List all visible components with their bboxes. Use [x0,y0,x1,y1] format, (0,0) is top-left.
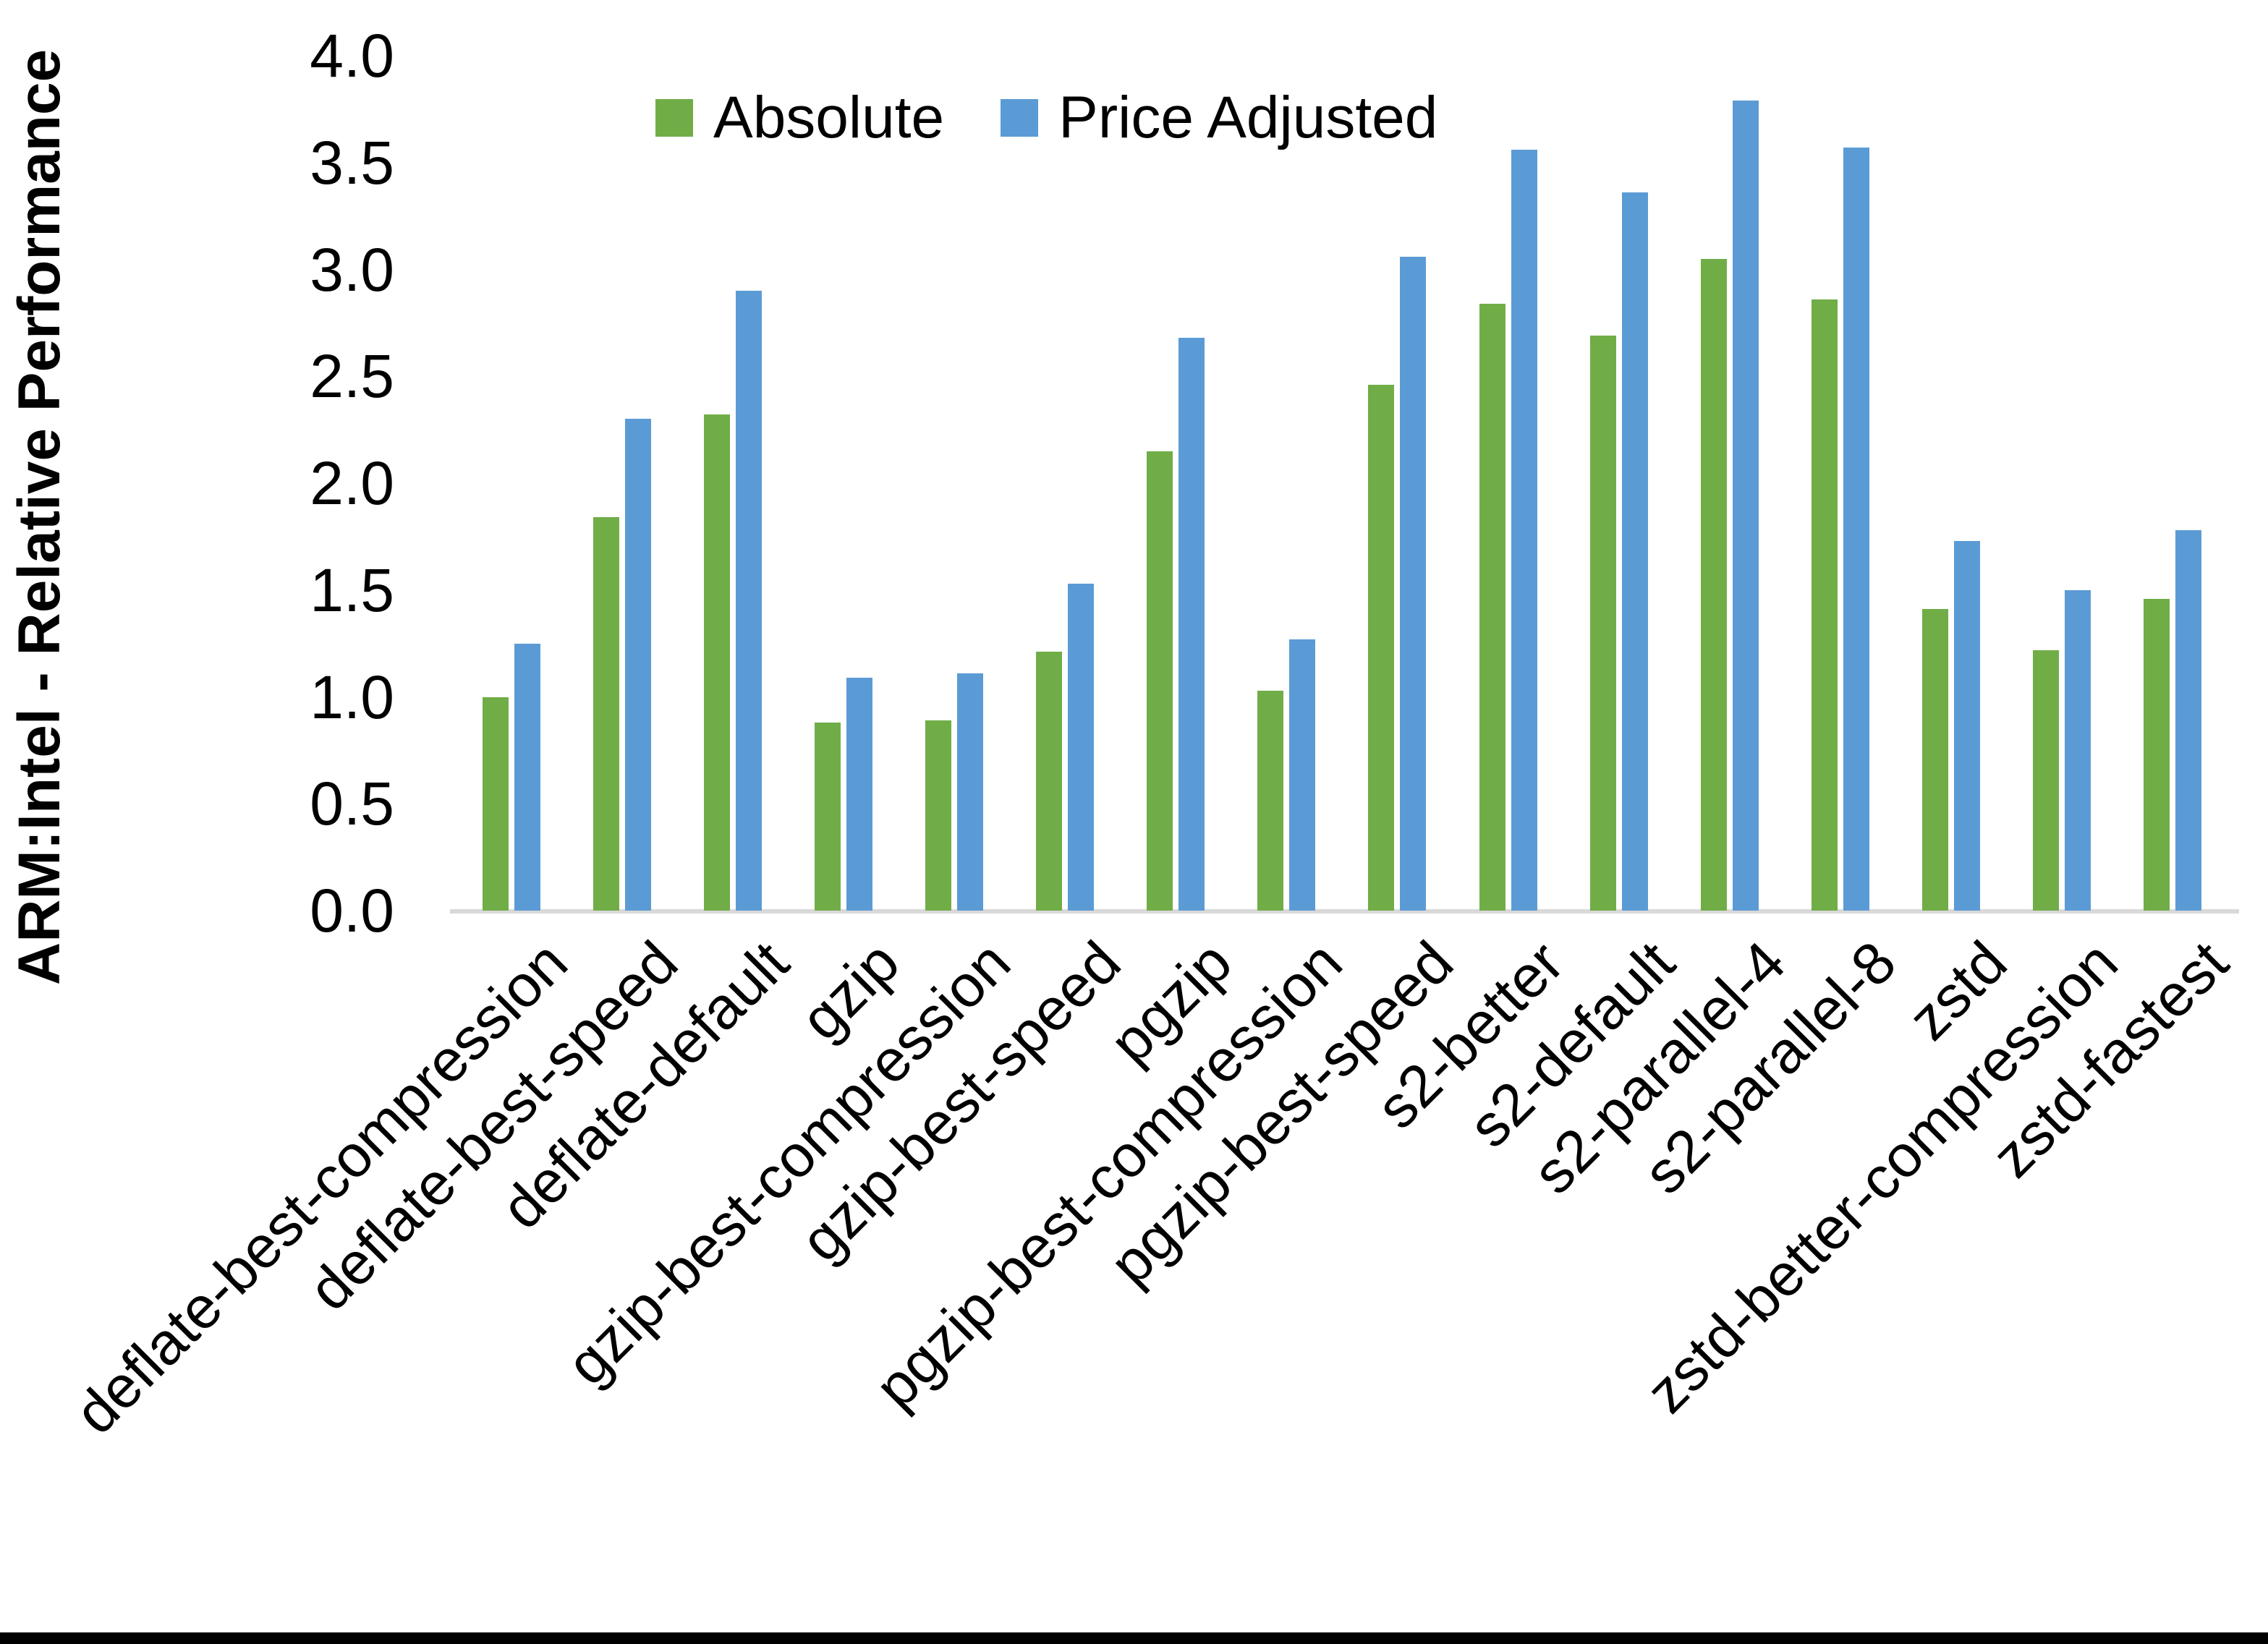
bar-price-adjusted [2175,530,2201,911]
bar-absolute [593,517,620,911]
bar-price-adjusted [625,419,652,911]
bar-group [1895,540,2007,911]
bar-group [1785,148,1896,911]
bar-absolute [1368,385,1395,911]
bar-price-adjusted [736,291,763,911]
bar-group [899,673,1010,911]
bar-group [1231,639,1342,911]
bar-absolute [1921,609,1948,911]
y-tick-label: 0.5 [310,770,394,838]
bar-absolute [2143,598,2170,911]
y-tick-label: 2.0 [310,449,394,517]
legend-item: Absolute [655,84,944,152]
bar-price-adjusted [957,673,984,911]
y-tick-label: 1.5 [310,555,394,624]
bar-price-adjusted [1289,639,1316,911]
bar-price-adjusted [1953,540,1980,911]
y-tick-label: 1.0 [310,663,394,731]
bar-absolute [1479,303,1505,911]
legend: Absolute Price Adjusted [655,84,1437,152]
bar-price-adjusted [1732,101,1759,911]
x-axis-line [450,909,2239,913]
y-tick-label: 0.0 [310,877,394,945]
bar-absolute [815,722,841,911]
bar-absolute [1700,258,1727,911]
bar-price-adjusted [846,677,873,911]
legend-label: Price Adjusted [1058,85,1438,150]
bar-absolute [1811,299,1838,911]
bar-group [1009,583,1121,911]
bar-absolute [704,414,731,911]
legend-swatch-icon [1001,99,1039,137]
bar-price-adjusted [1621,192,1648,911]
y-tick-label: 3.5 [310,128,394,197]
y-axis-title: ARM:Intel - Relative Performance [7,48,72,986]
bar-absolute [2032,649,2059,911]
bar-group [1341,256,1453,911]
bar-price-adjusted [1068,583,1095,911]
bar-price-adjusted [1400,256,1427,911]
bar-absolute [1036,652,1063,911]
bar-absolute [1589,336,1616,911]
bar-group [788,677,899,911]
bar-absolute [483,697,509,911]
bar-group [677,291,789,911]
bar-price-adjusted [1178,338,1205,911]
bar-group [1453,150,1564,911]
legend-item: Price Adjusted [1001,84,1437,152]
y-tick-label: 2.5 [310,342,394,411]
bar-group [566,419,678,911]
bar-group [1563,192,1675,911]
bar-group [1120,338,1231,911]
bottom-border-strip [0,1632,2268,1644]
legend-label: Absolute [713,85,945,150]
y-tick-label: 3.0 [310,235,394,304]
bar-price-adjusted [1843,148,1869,911]
bar-absolute [1147,451,1173,911]
bar-price-adjusted [1511,150,1537,911]
bar-absolute [925,720,952,911]
bar-group [1674,101,1785,911]
bar-group [2117,530,2228,911]
bar-price-adjusted [514,643,540,911]
y-tick-label: 4.0 [310,22,394,90]
bar-absolute [1257,690,1284,911]
bar-group [2006,589,2118,911]
legend-swatch-icon [655,99,693,137]
bar-group [456,643,567,911]
bar-price-adjusted [2064,589,2091,911]
